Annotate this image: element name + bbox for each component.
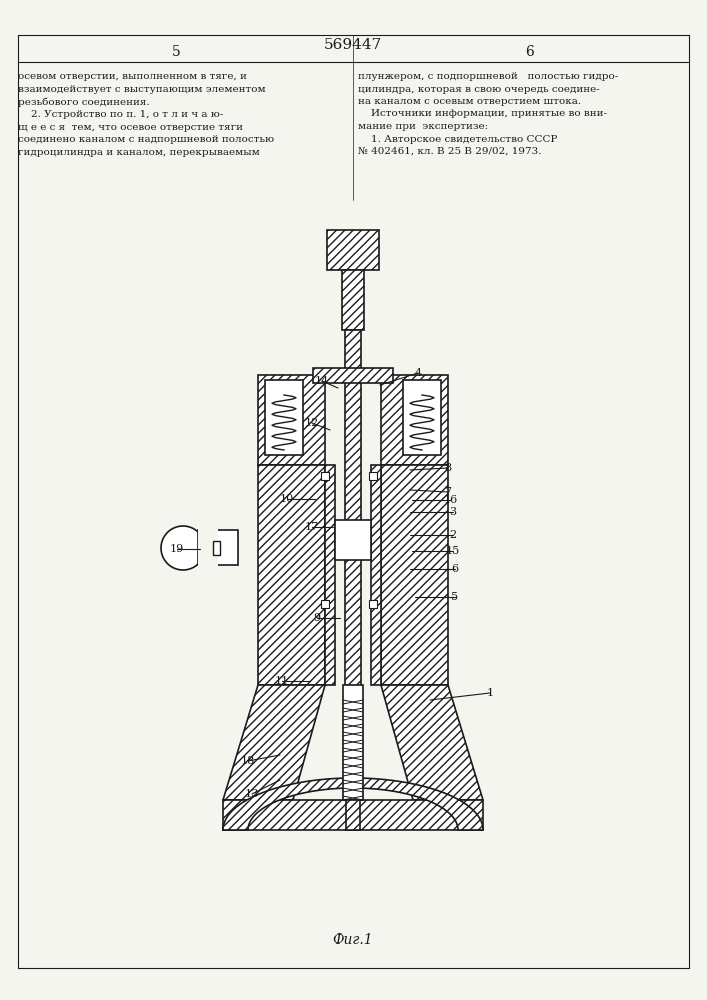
Text: 6: 6: [452, 564, 459, 574]
Bar: [335, 520, 371, 560]
Text: 569447: 569447: [324, 38, 382, 52]
Polygon shape: [325, 465, 335, 685]
Text: 16: 16: [444, 495, 458, 505]
Polygon shape: [371, 465, 381, 685]
Text: 3: 3: [450, 507, 457, 517]
Polygon shape: [258, 375, 325, 465]
Bar: [345, 330, 361, 730]
Text: 17: 17: [305, 522, 319, 532]
Text: 14: 14: [315, 376, 329, 386]
Polygon shape: [258, 465, 325, 685]
Bar: [321, 600, 329, 608]
Bar: [198, 520, 218, 575]
Text: 13: 13: [245, 789, 259, 799]
Bar: [369, 600, 377, 608]
Bar: [343, 685, 363, 800]
Text: 9: 9: [313, 613, 320, 623]
Text: 7: 7: [445, 487, 452, 497]
Polygon shape: [381, 375, 448, 465]
Text: 4: 4: [414, 368, 421, 378]
Text: 18: 18: [241, 756, 255, 766]
Text: 6: 6: [525, 45, 534, 59]
Text: плунжером, с подпоршневой   полостью гидро-
цилиндра, которая в свою очередь сое: плунжером, с подпоршневой полостью гидро…: [358, 72, 618, 156]
Text: 11: 11: [275, 676, 289, 686]
Polygon shape: [381, 465, 448, 685]
Bar: [321, 472, 329, 480]
Bar: [403, 380, 441, 455]
Text: Фиг.1: Фиг.1: [333, 933, 373, 947]
Bar: [198, 530, 238, 565]
Text: 5: 5: [452, 592, 459, 602]
Text: 1: 1: [486, 688, 493, 698]
Text: осевом отверстии, выполненном в тяге, и
взаимодействует с выступающим элементом
: осевом отверстии, выполненном в тяге, и …: [18, 72, 274, 157]
Text: 15: 15: [446, 546, 460, 556]
Polygon shape: [223, 800, 483, 830]
Text: 19: 19: [170, 544, 184, 554]
Text: 12: 12: [305, 418, 319, 428]
Bar: [346, 800, 360, 830]
Text: 5: 5: [172, 45, 180, 59]
Bar: [342, 270, 364, 330]
Polygon shape: [381, 685, 483, 800]
Bar: [369, 472, 377, 480]
Text: 2: 2: [450, 530, 457, 540]
Bar: [265, 380, 303, 455]
Bar: [213, 541, 220, 555]
Polygon shape: [223, 778, 483, 830]
Polygon shape: [223, 685, 325, 800]
Bar: [327, 230, 379, 270]
Text: 8: 8: [445, 463, 452, 473]
Polygon shape: [161, 526, 205, 570]
Text: 10: 10: [280, 494, 294, 504]
Bar: [313, 368, 393, 383]
